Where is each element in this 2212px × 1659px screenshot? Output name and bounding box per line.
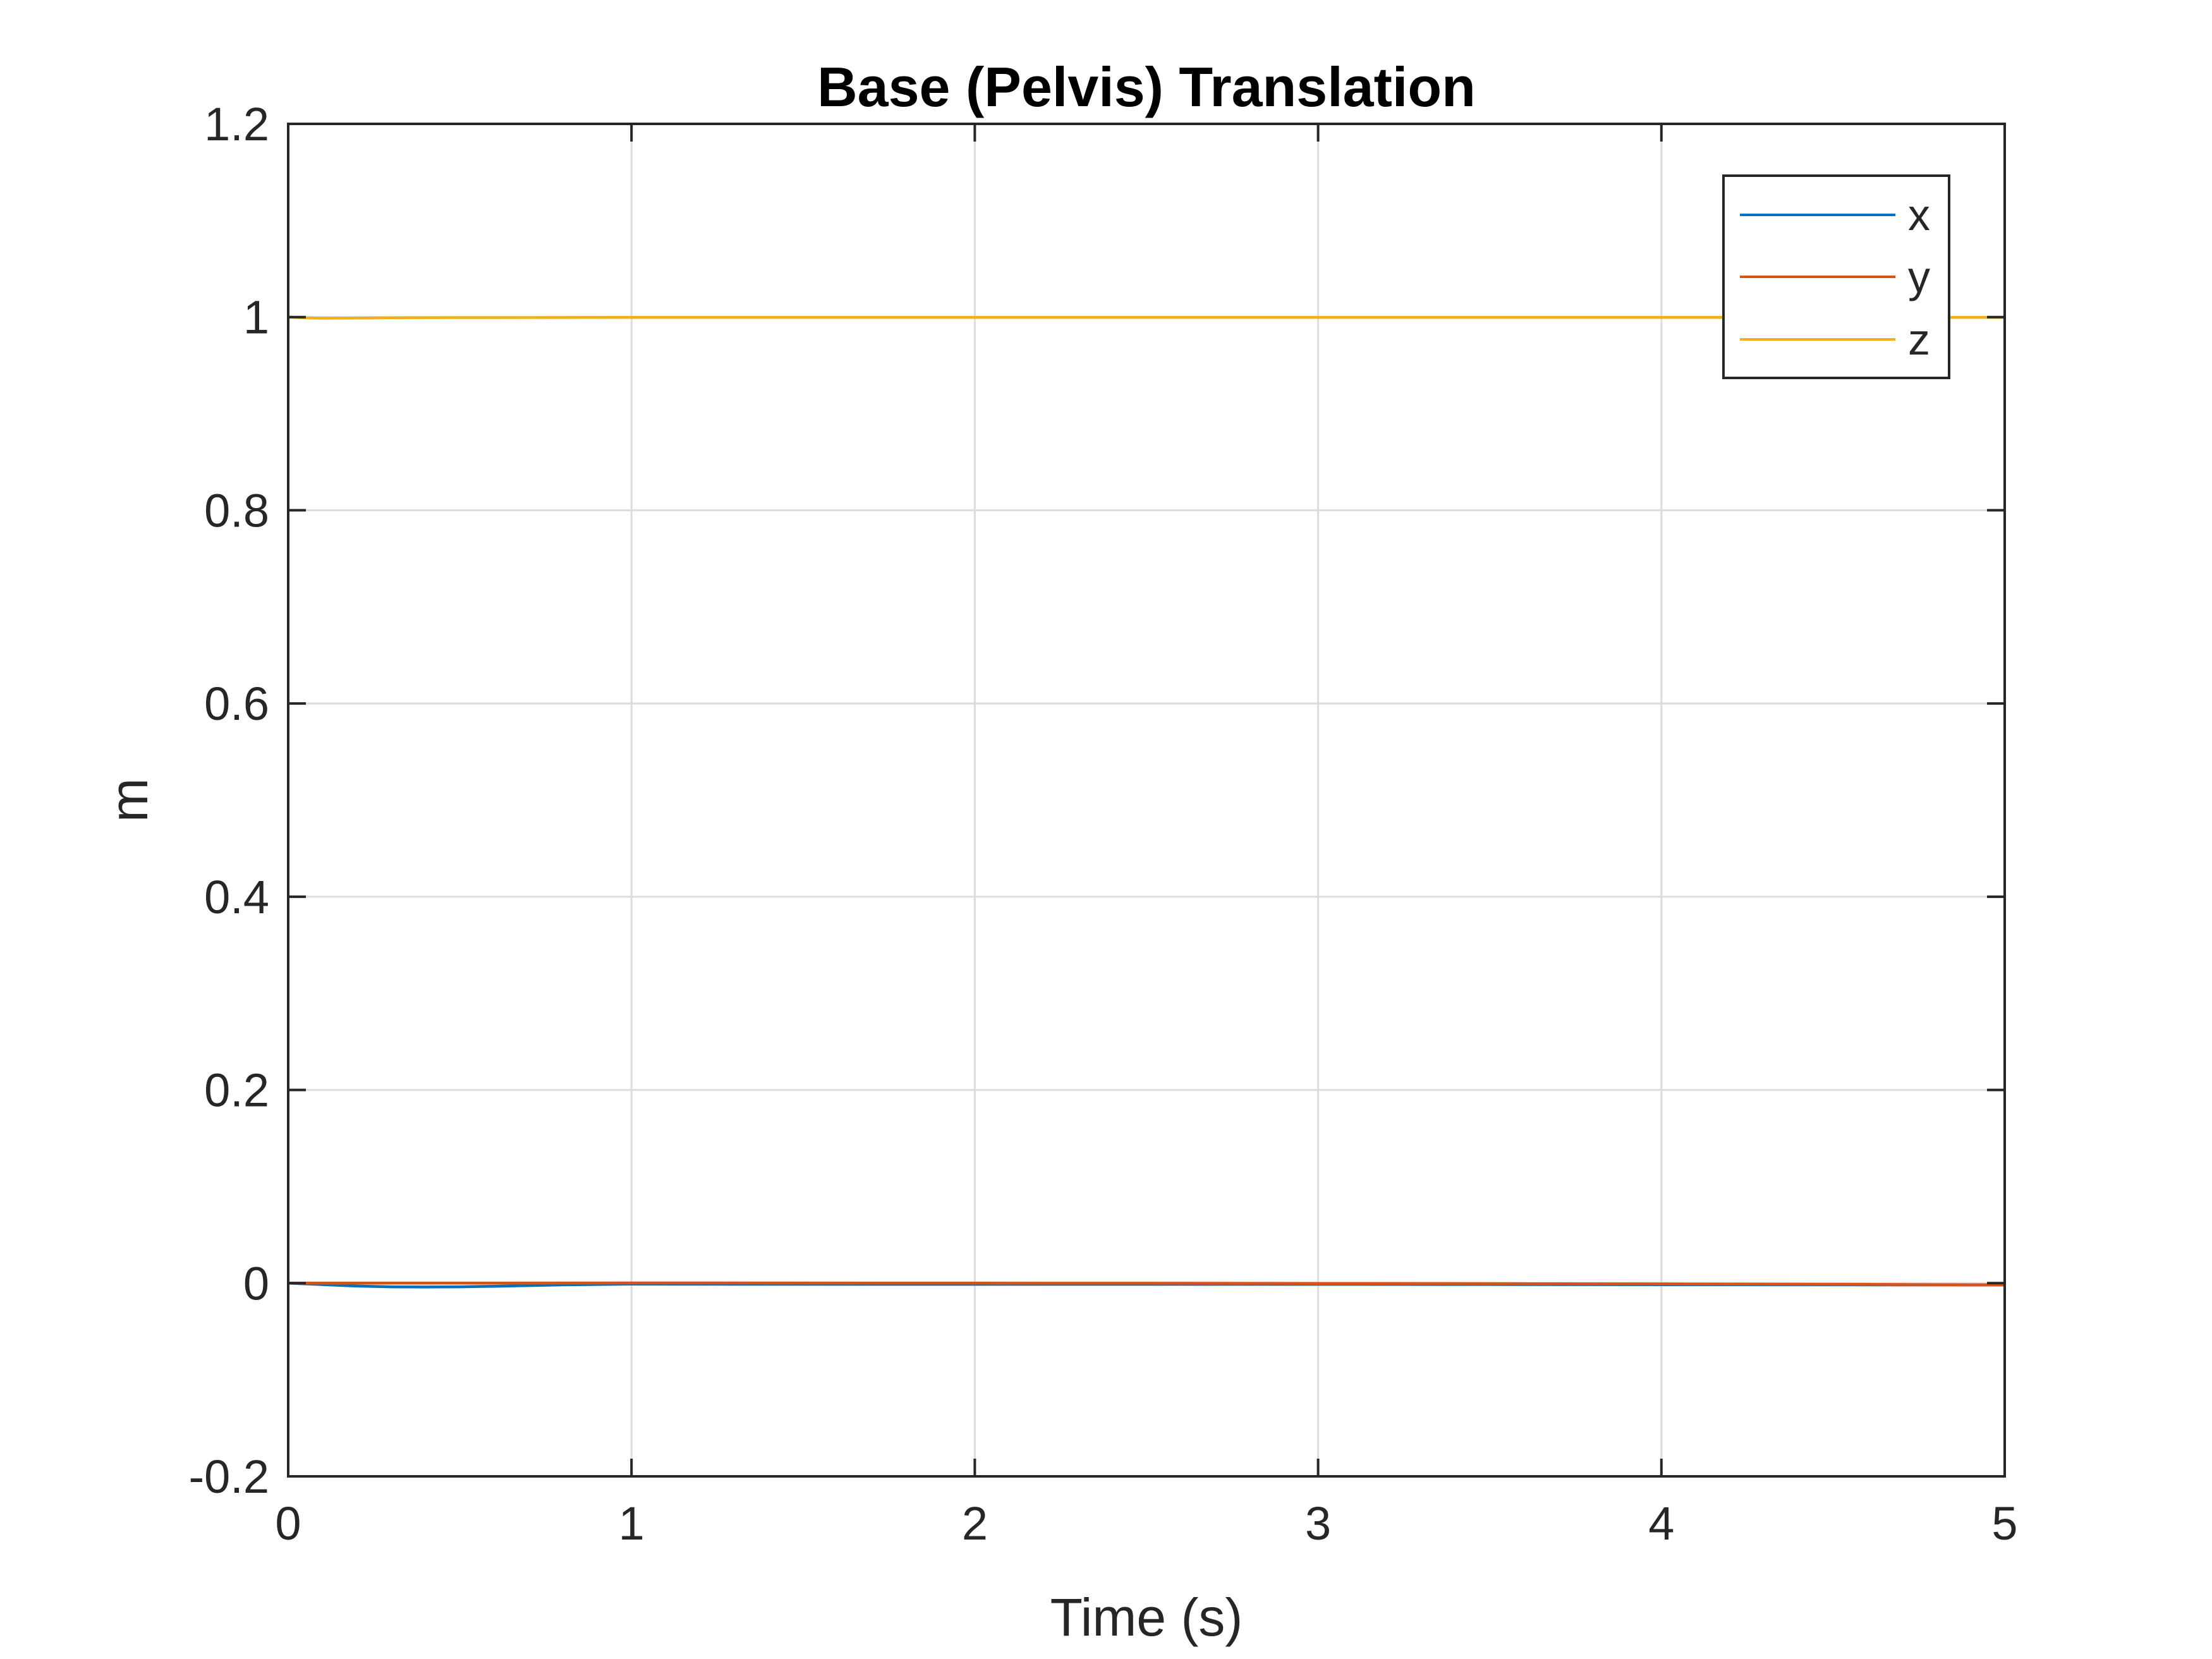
y-tick-label: 1.2 [204,98,269,150]
y-tick-label: -0.2 [188,1450,269,1503]
x-tick-label: 1 [619,1497,645,1550]
y-tick-label: 1 [243,291,269,344]
x-tick-label: 5 [1991,1497,2017,1550]
y-tick-label: 0.2 [204,1064,269,1117]
x-tick-label: 0 [275,1497,301,1550]
ticks [287,123,2006,1478]
y-tick-label: 0.4 [204,871,269,923]
x-axis-title: Time (s) [1050,1588,1243,1647]
x-tick-label: 4 [1648,1497,1674,1550]
series-line-z [288,315,2005,320]
y-tick-label: 0.6 [204,678,269,730]
legend-entry-x: x [1908,190,1930,240]
plot-frame [287,123,2006,1478]
legend-entry-y: y [1908,252,1930,301]
series-layer [288,315,2005,1289]
legend-entry-z: z [1908,315,1930,364]
y-axis-title: m [99,778,159,822]
y-tick-label: 0.8 [204,484,269,537]
x-tick-label: 3 [1305,1497,1331,1550]
series-line-y [288,1281,2005,1287]
x-tick-label: 2 [962,1497,988,1550]
tick-labels: 0 1 2 3 4 5-0.200.20.40.60.811.2 [188,98,2017,1550]
chart-title: Base (Pelvis) Translation [817,56,1476,118]
legend: x y z [1722,174,1950,379]
y-tick-label: 0 [243,1257,269,1310]
